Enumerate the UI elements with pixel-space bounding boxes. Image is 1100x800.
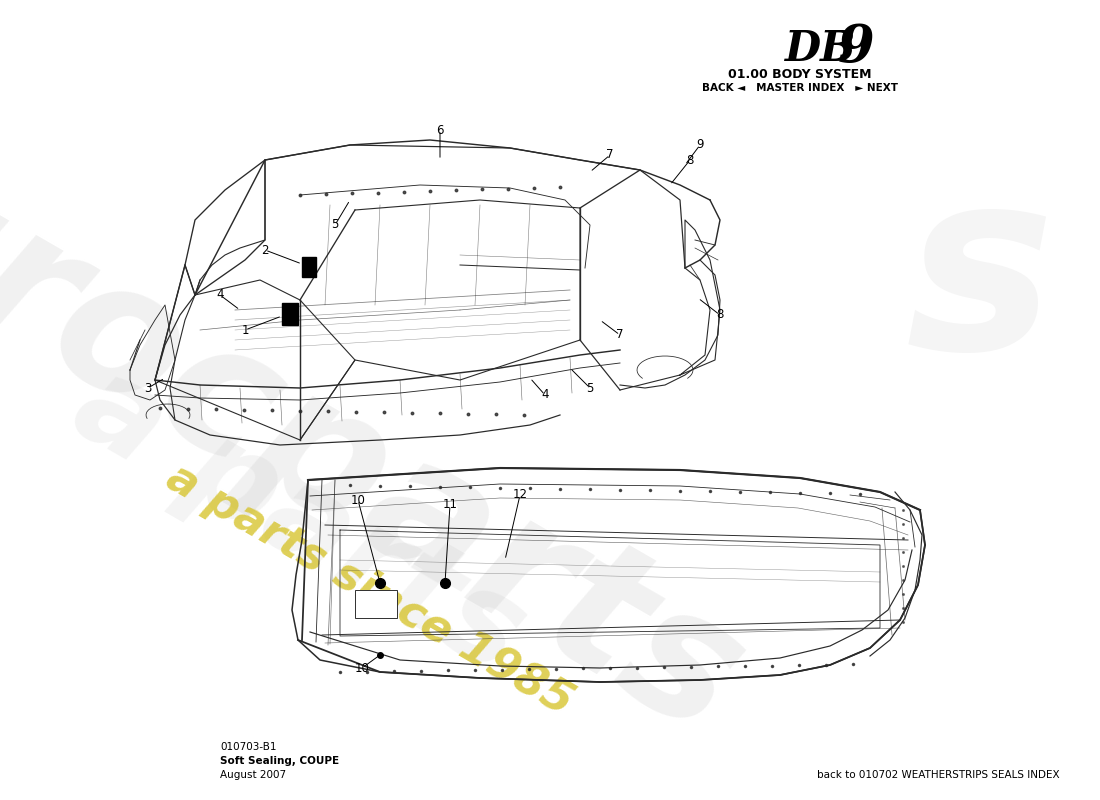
Text: a parts: a parts	[54, 343, 546, 697]
Text: 6: 6	[437, 123, 443, 137]
Text: 5: 5	[331, 218, 339, 231]
Text: 5: 5	[586, 382, 594, 394]
Text: s: s	[905, 159, 1055, 401]
Text: 3: 3	[144, 382, 152, 394]
Text: eurocparts: eurocparts	[0, 68, 772, 772]
Text: 9: 9	[838, 22, 875, 73]
Text: 4: 4	[217, 289, 223, 302]
FancyBboxPatch shape	[302, 257, 316, 277]
Text: 8: 8	[686, 154, 694, 166]
FancyBboxPatch shape	[282, 303, 298, 325]
Text: DB: DB	[785, 28, 856, 70]
Text: 2: 2	[262, 243, 268, 257]
Text: 8: 8	[716, 309, 724, 322]
Text: 4: 4	[541, 389, 549, 402]
Bar	[355, 590, 397, 618]
Text: 12: 12	[513, 489, 528, 502]
Text: 10: 10	[351, 494, 365, 506]
Text: August 2007: August 2007	[220, 770, 286, 780]
Text: Soft Sealing, COUPE: Soft Sealing, COUPE	[220, 756, 339, 766]
Text: a parts since 1985: a parts since 1985	[160, 456, 581, 724]
Text: back to 010702 WEATHERSTRIPS SEALS INDEX: back to 010702 WEATHERSTRIPS SEALS INDEX	[817, 770, 1060, 780]
Text: 7: 7	[606, 149, 614, 162]
Text: 11: 11	[442, 498, 458, 511]
Text: 1: 1	[241, 323, 249, 337]
Text: 9: 9	[696, 138, 704, 151]
Text: 7: 7	[616, 329, 624, 342]
Text: BACK ◄   MASTER INDEX   ► NEXT: BACK ◄ MASTER INDEX ► NEXT	[702, 83, 898, 93]
Text: 01.00 BODY SYSTEM: 01.00 BODY SYSTEM	[728, 68, 871, 81]
Text: 010703-B1: 010703-B1	[220, 742, 276, 752]
Text: 10: 10	[354, 662, 370, 674]
